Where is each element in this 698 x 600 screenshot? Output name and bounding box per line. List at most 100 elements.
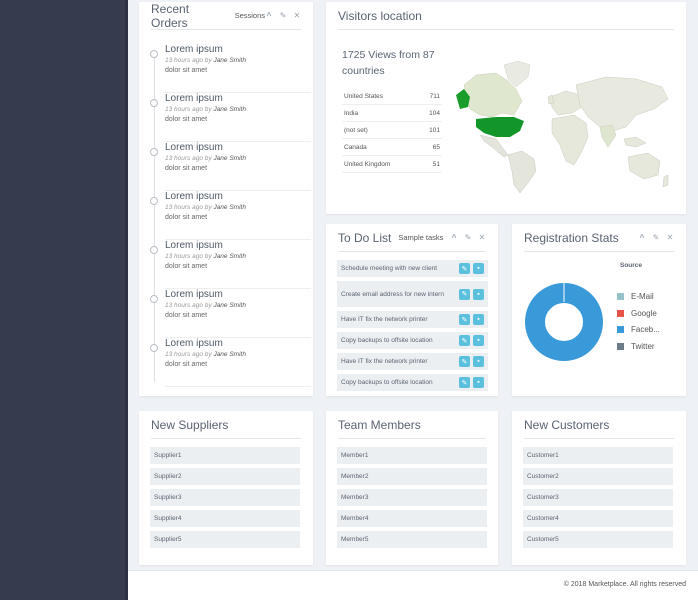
order-desc: dolor sit amet xyxy=(165,116,208,123)
panel-title: Registration Stats xyxy=(524,230,619,245)
chevron-up-icon[interactable]: ^ xyxy=(266,11,272,20)
chevron-up-icon[interactable]: ^ xyxy=(451,233,457,242)
panel-title: New Customers xyxy=(524,417,610,432)
order-desc: dolor sit amet xyxy=(165,67,208,74)
map-greenland xyxy=(503,60,531,88)
trash-icon[interactable]: ▪ xyxy=(473,377,484,388)
wrench-icon[interactable]: ✎ xyxy=(652,233,660,242)
table-row: United States 711 xyxy=(342,88,442,105)
list-item[interactable]: Lorem ipsum 13 hours ago by Jane Smith dol… xyxy=(150,44,311,93)
table-row: (not set) 101 xyxy=(342,122,442,139)
trash-icon[interactable]: ▪ xyxy=(473,335,484,346)
list-item[interactable]: Supplier5 xyxy=(150,531,300,548)
legend-label: E-Mail xyxy=(631,292,654,301)
order-author: Jane Smith xyxy=(213,302,246,309)
pencil-icon[interactable]: ✎ xyxy=(459,377,470,388)
trash-icon[interactable]: ▪ xyxy=(473,356,484,367)
trash-icon[interactable]: ▪ xyxy=(473,314,484,325)
wrench-icon[interactable]: ✎ xyxy=(464,233,472,242)
order-time: 13 hours ago by xyxy=(165,57,212,64)
todo-header: To Do List Sample tasks ^ ✎ ✕ xyxy=(338,224,486,252)
pencil-icon[interactable]: ✎ xyxy=(459,314,470,325)
list-item[interactable]: Member1 xyxy=(337,447,487,464)
country-views: 101 xyxy=(429,126,440,134)
panel-tools: ^ ✎ ✕ xyxy=(638,233,674,242)
panel-subtitle: Sample tasks xyxy=(398,233,444,242)
order-title: Lorem ipsum xyxy=(165,142,223,153)
order-time: 13 hours ago by xyxy=(165,204,212,211)
map-new-zealand xyxy=(662,174,669,188)
order-title: Lorem ipsum xyxy=(165,240,223,251)
list-item[interactable]: Customer4 xyxy=(523,510,673,527)
suppliers-header: New Suppliers xyxy=(151,411,301,439)
list-item[interactable]: Customer5 xyxy=(523,531,673,548)
list-item[interactable]: Lorem ipsum 13 hours ago by Jane Smith dol… xyxy=(150,240,311,289)
list-item[interactable]: Lorem ipsum 13 hours ago by Jane Smith dol… xyxy=(150,289,311,338)
map-asia xyxy=(575,76,669,132)
trash-icon[interactable]: ▪ xyxy=(473,288,484,300)
map-australia xyxy=(627,152,661,180)
trash-icon[interactable]: ▪ xyxy=(473,263,484,274)
table-row: India 104 xyxy=(342,105,442,122)
list-item[interactable]: Member2 xyxy=(337,468,487,485)
map-usa xyxy=(476,117,524,137)
source-label: Source xyxy=(620,262,643,269)
map-alaska xyxy=(456,89,470,109)
legend-swatch xyxy=(617,309,624,317)
visitors-header: Visitors location xyxy=(338,2,674,30)
legend-label: Twitter xyxy=(631,341,655,351)
timeline-dot xyxy=(150,246,158,254)
registration-panel: Registration Stats ^ ✎ ✕ Source E-Mail Go… xyxy=(512,224,686,396)
sidebar-edge xyxy=(125,0,128,600)
order-title: Lorem ipsum xyxy=(165,191,223,202)
list-item[interactable]: Customer3 xyxy=(523,489,673,506)
timeline-dot xyxy=(150,50,158,58)
todo-item: Copy backups to offsite location ✎ ▪ xyxy=(337,332,488,349)
table-row: Canada 65 xyxy=(342,139,442,156)
list-item[interactable]: Lorem ipsum 13 hours ago by Jane Smith dol… xyxy=(150,191,311,240)
pencil-icon[interactable]: ✎ xyxy=(459,263,470,274)
map-south-america xyxy=(507,150,537,194)
todo-item: Copy backups to offsite location ✎ ▪ xyxy=(337,374,488,391)
list-item[interactable]: Member5 xyxy=(337,531,487,548)
panel-title: Team Members xyxy=(338,417,421,432)
wrench-icon[interactable]: ✎ xyxy=(279,11,287,20)
members-header: Team Members xyxy=(338,411,486,439)
todo-text: Copy backups to offsite location xyxy=(341,379,433,386)
list-item[interactable]: Member4 xyxy=(337,510,487,527)
list-item[interactable]: Supplier4 xyxy=(150,510,300,527)
panel-subtitle: Sessions xyxy=(234,11,265,20)
list-item[interactable]: Member3 xyxy=(337,489,487,506)
list-item[interactable]: Lorem ipsum 13 hours ago by Jane Smith dol… xyxy=(150,142,311,191)
pencil-icon[interactable]: ✎ xyxy=(459,288,470,300)
panel-title: Recent Orders xyxy=(151,1,190,30)
pencil-icon[interactable]: ✎ xyxy=(459,335,470,346)
country-views: 104 xyxy=(429,109,440,117)
pencil-icon[interactable]: ✎ xyxy=(459,356,470,367)
country-name: Canada xyxy=(344,143,367,151)
list-item[interactable]: Supplier2 xyxy=(150,468,300,485)
todo-text: Have IT fix the network printer xyxy=(341,316,428,323)
order-meta: 13 hours ago by Jane Smith xyxy=(165,350,311,360)
list-item[interactable]: Customer1 xyxy=(523,447,673,464)
list-item[interactable]: Customer2 xyxy=(523,468,673,485)
panel-title: To Do List xyxy=(338,230,392,245)
close-icon[interactable]: ✕ xyxy=(666,233,674,242)
panel-tools: ^ ✎ ✕ xyxy=(265,11,301,20)
close-icon[interactable]: ✕ xyxy=(478,233,486,242)
list-item[interactable]: Lorem ipsum 13 hours ago by Jane Smith dol… xyxy=(150,93,311,142)
close-icon[interactable]: ✕ xyxy=(293,11,301,20)
order-time: 13 hours ago by xyxy=(165,106,212,113)
legend-item: Faceb... xyxy=(617,325,660,334)
order-meta: 13 hours ago by Jane Smith xyxy=(165,56,311,66)
list-item[interactable]: Supplier3 xyxy=(150,489,300,506)
order-meta: 13 hours ago by Jane Smith xyxy=(165,301,311,311)
list-item[interactable]: Lorem ipsum 13 hours ago by Jane Smith dol… xyxy=(150,338,311,387)
map-india xyxy=(599,124,617,148)
list-item[interactable]: Supplier1 xyxy=(150,447,300,464)
sidebar xyxy=(0,0,128,600)
chevron-up-icon[interactable]: ^ xyxy=(639,233,645,242)
order-author: Jane Smith xyxy=(213,155,246,162)
todo-item: Schedule meeting with new client ✎ ▪ xyxy=(337,260,488,277)
todo-text: Schedule meeting with new client xyxy=(341,265,438,272)
